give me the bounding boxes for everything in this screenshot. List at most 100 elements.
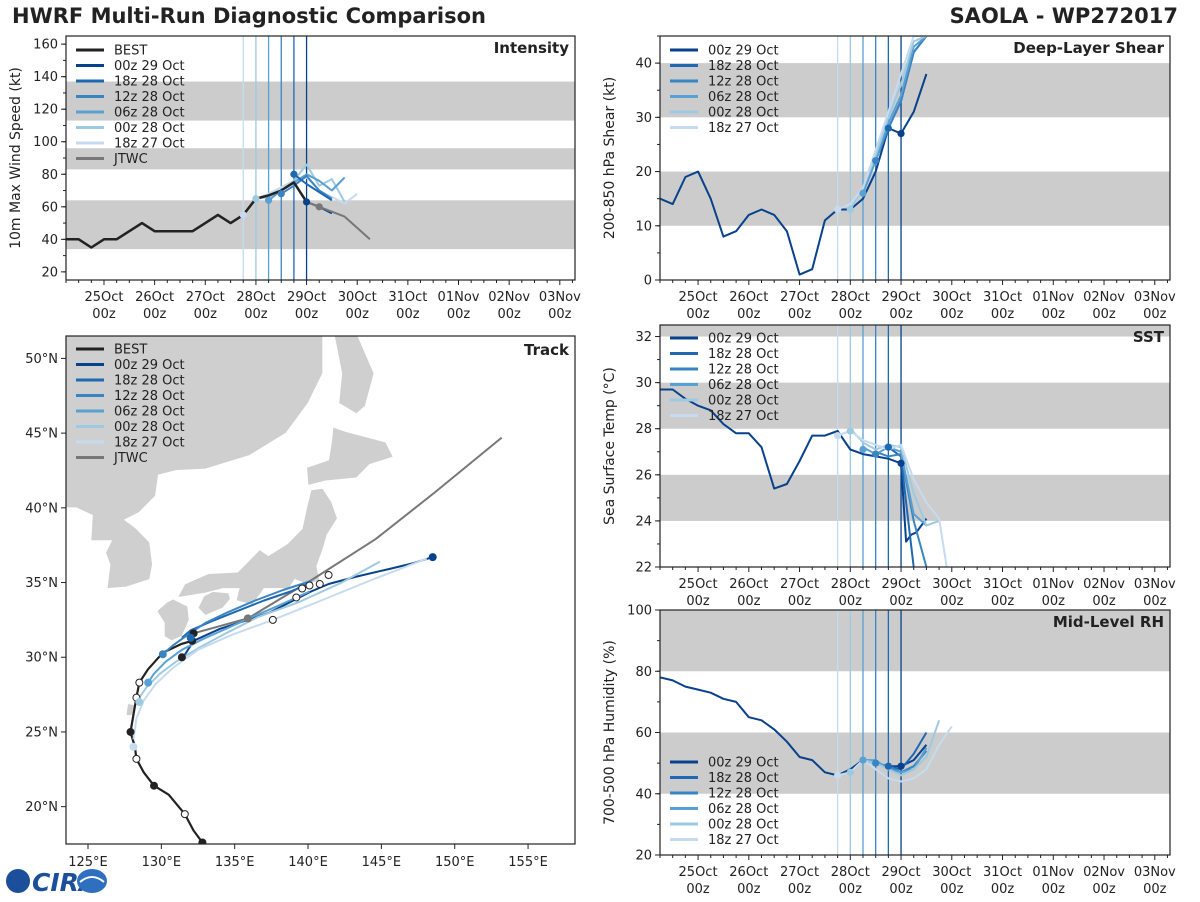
y-axis-label: 700-500 hPa Humidity (%) — [602, 640, 618, 825]
x-tick-sublabel: 00z — [447, 307, 471, 322]
x-tick-label: 29Oct — [882, 290, 921, 305]
legend-label-12z-28-oct: 12z 28 Oct — [708, 787, 779, 802]
x-tick-sublabel: 00z — [686, 307, 710, 322]
x-tick-sublabel: 00z — [788, 882, 812, 897]
lon-tick-label: 135°E — [215, 855, 255, 870]
y-axis-label: 10m Max Wind Speed (kt) — [8, 67, 24, 249]
x-tick-label: 30Oct — [338, 290, 377, 305]
legend-label-06z-28-oct: 06z 28 Oct — [708, 90, 779, 105]
land-mass — [306, 426, 394, 486]
x-tick-sublabel: 00z — [686, 882, 710, 897]
series-line-06z-28-oct — [863, 747, 928, 774]
legend-label-00z-28-oct: 00z 28 Oct — [114, 420, 185, 435]
legend-label-18z-28-oct: 18z 28 Oct — [708, 771, 779, 786]
y-tick-label: 22 — [635, 561, 652, 576]
track-point-best — [126, 727, 135, 736]
series-marker-00z-29-oct — [897, 762, 905, 770]
land-mass — [176, 487, 338, 606]
track-point-best — [180, 810, 189, 819]
x-tick-label: 31Oct — [983, 290, 1022, 305]
y-tick-label: 60 — [41, 200, 58, 215]
x-tick-label: 02Nov — [488, 290, 530, 305]
y-axis-label: Sea Surface Temp (°C) — [602, 367, 618, 525]
x-tick-sublabel: 00z — [889, 307, 913, 322]
track-point-best — [132, 754, 141, 763]
track-point-00z-29-oct — [324, 571, 333, 580]
lon-tick-label: 150°E — [435, 855, 475, 870]
y-tick-label: 160 — [33, 38, 58, 53]
series-marker-00z-29-oct — [302, 198, 311, 206]
track-point-00z-29-oct — [298, 584, 307, 593]
series-marker-00z-28-oct — [846, 768, 854, 776]
series-line-18z-27-oct — [837, 430, 948, 567]
legend-label-06z-28-oct: 06z 28 Oct — [708, 378, 779, 393]
legend-label-06z-28-oct: 06z 28 Oct — [114, 106, 185, 121]
x-tick-label: 01Nov — [1032, 865, 1074, 880]
y-tick-label: 30 — [635, 111, 652, 126]
x-tick-label: 25Oct — [679, 865, 718, 880]
series-line-18z-28-oct — [887, 446, 915, 567]
x-tick-sublabel: 00z — [991, 594, 1015, 609]
x-tick-sublabel: 00z — [1042, 882, 1066, 897]
series-marker-12z-28-oct — [872, 157, 880, 165]
track-point-00z-29-oct — [428, 553, 437, 562]
x-tick-label: 02Nov — [1083, 290, 1125, 305]
series-marker-jtwc — [315, 203, 323, 211]
series-marker-12z-28-oct — [872, 450, 880, 458]
track-line-18z-27-oct — [132, 557, 428, 740]
legend-label-18z-27-oct: 18z 27 Oct — [114, 436, 185, 451]
track-line-12z-28-oct — [162, 580, 312, 655]
shear-panel: 0 10 20 30 40 25Oct 00z 26Oct 00z 27Oct 00z 28Oct 00… — [602, 35, 1176, 322]
series-marker-18z-27-oct — [834, 205, 842, 214]
legend-label-12z-28-oct: 12z 28 Oct — [114, 90, 185, 105]
y-tick-label: 100 — [33, 135, 58, 150]
series-marker-12z-28-oct — [872, 759, 880, 767]
globe-icon — [6, 869, 30, 893]
series-marker-18z-27-oct — [834, 771, 842, 779]
cira-logo-graphic: CIRA — [6, 868, 107, 897]
x-tick-sublabel: 00z — [396, 307, 420, 322]
series-marker-00z-29-oct — [897, 459, 905, 467]
lat-tick-label: 45°N — [25, 427, 58, 442]
series-marker-18z-28-oct — [884, 762, 892, 770]
series-line-12z-28-oct — [280, 174, 333, 200]
x-tick-label: 28Oct — [831, 290, 870, 305]
legend-label-12z-28-oct: 12z 28 Oct — [708, 75, 779, 90]
y-tick-label: 32 — [635, 330, 652, 345]
y-tick-label: 80 — [635, 665, 652, 680]
series-line-18z-27-oct — [837, 725, 953, 783]
y-axis-label: 200-850 hPa Shear (kt) — [602, 77, 618, 239]
series-marker-00z-28-oct — [846, 205, 854, 214]
series-line-00z-29-oct — [660, 73, 928, 276]
x-tick-label: 31Oct — [388, 290, 427, 305]
x-tick-sublabel: 00z — [497, 307, 521, 322]
track-panel: 125°E 130°E 135°E 140°E 145°E 150°E 155°E 20°N 2… — [25, 335, 576, 870]
y-tick-label: 40 — [41, 233, 58, 248]
track-line-06z-28-oct — [147, 590, 310, 684]
series-group — [660, 388, 948, 567]
threshold-band — [660, 382, 1170, 429]
legend-label-00z-29-oct: 00z 29 Oct — [708, 44, 779, 59]
x-tick-label: 25Oct — [84, 290, 123, 305]
x-tick-sublabel: 00z — [548, 307, 572, 322]
threshold-band — [66, 81, 575, 121]
x-tick-sublabel: 00z — [940, 307, 964, 322]
legend-label-18z-27-oct: 18z 27 Oct — [708, 409, 779, 424]
axes-frame — [659, 324, 1171, 568]
x-tick-sublabel: 00z — [839, 307, 863, 322]
threshold-band — [660, 171, 1170, 226]
threshold-band — [660, 610, 1170, 672]
lon-tick-label: 155°E — [508, 855, 548, 870]
legend-label-00z-29-oct: 00z 29 Oct — [708, 332, 779, 347]
x-tick-label: 28Oct — [831, 865, 870, 880]
x-tick-sublabel: 00z — [1042, 594, 1066, 609]
y-tick-label: 0 — [644, 274, 652, 289]
x-tick-sublabel: 00z — [1092, 307, 1116, 322]
series-line-best — [66, 181, 308, 249]
legend-label-00z-29-oct: 00z 29 Oct — [114, 59, 185, 74]
y-tick-label: 40 — [635, 57, 652, 72]
series-group — [660, 36, 928, 276]
map-frame — [65, 335, 576, 845]
lat-tick-label: 20°N — [25, 800, 58, 815]
